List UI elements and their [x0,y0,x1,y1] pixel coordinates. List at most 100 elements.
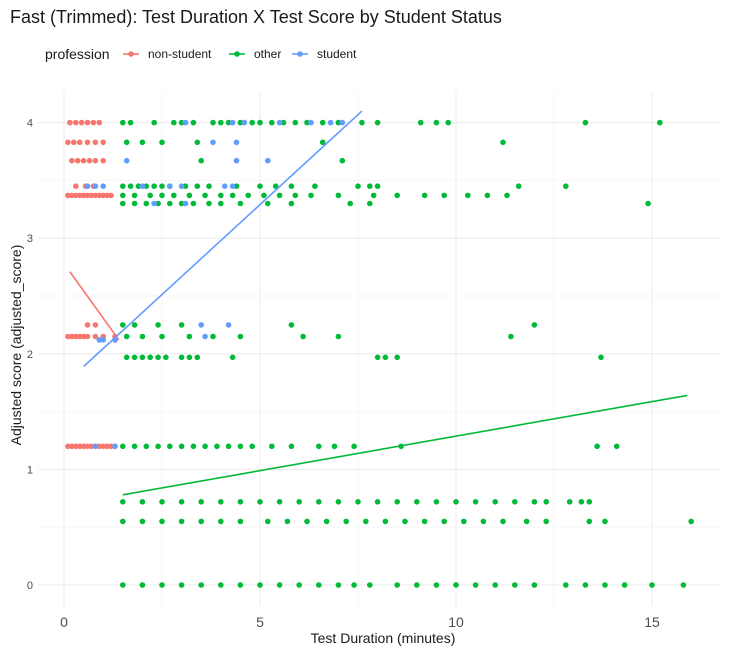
point-other [233,183,240,189]
point-other [367,582,373,588]
point-other [292,119,299,126]
x-tick-label: 0 [60,614,68,630]
point-other [304,518,310,525]
point-non-student [80,443,87,450]
point-non-student [76,192,83,199]
point-other [688,518,694,525]
point-other [131,192,138,199]
point-non-student [100,192,106,199]
point-student [327,119,334,126]
point-other [139,499,146,505]
point-non-student [84,192,91,199]
legend-label-student: student [317,47,357,61]
point-other [382,354,389,361]
point-other [484,192,491,199]
point-other [229,192,236,199]
point-other [131,322,138,328]
point-non-student [108,443,114,450]
grid [38,92,720,606]
point-non-student [69,192,75,199]
point-non-student [92,192,99,199]
point-other [441,518,448,525]
point-other [602,518,608,525]
point-non-student [84,139,91,146]
point-other [139,354,146,361]
point-non-student [76,443,83,450]
point-other [120,499,126,505]
point-other [139,582,146,588]
legend: profession non-student other student [45,46,357,62]
point-other [237,443,244,450]
point-student [182,200,189,207]
point-student [84,183,91,189]
point-other [269,119,275,126]
point-student [221,183,228,189]
point-other [512,582,518,588]
y-tick-label: 0 [27,580,33,592]
point-other [288,200,295,207]
point-other [472,499,479,505]
point-other [414,499,420,505]
point-other [586,518,593,525]
point-other [504,192,510,199]
point-other [120,443,126,450]
point-non-student [67,119,73,126]
point-other [143,443,150,450]
point-other [296,582,303,588]
point-other [178,582,185,588]
point-student [112,443,118,450]
point-other [347,200,354,207]
point-non-student [78,119,85,126]
fit-lines [69,110,688,496]
point-student [139,183,146,189]
point-non-student [73,443,79,450]
point-non-student [84,443,91,450]
point-other [402,518,408,525]
point-non-student [65,443,71,450]
point-non-student [73,333,79,340]
point-other [237,119,244,126]
point-student [229,183,236,189]
point-other [202,443,208,450]
point-other [249,119,255,126]
point-other [374,183,381,189]
point-other [355,183,361,189]
point-other [543,499,549,505]
point-other [120,582,126,588]
point-other [159,183,165,189]
point-other [237,582,244,588]
point-non-student [69,333,75,340]
point-other [131,200,138,207]
point-student [182,119,189,126]
point-non-student [92,139,99,146]
point-other [218,499,224,505]
point-non-student [88,192,95,199]
point-non-student [92,157,99,164]
point-other [167,443,173,450]
point-other [363,518,369,525]
point-other [214,443,220,450]
fit-line-student [83,110,363,368]
y-tick-label: 4 [27,118,33,130]
point-other [382,518,389,525]
point-non-student [100,443,106,450]
point-other [602,582,608,588]
point-student [233,157,240,164]
point-other [515,183,522,189]
point-other [492,582,499,588]
point-student [202,333,208,340]
point-other [649,582,655,588]
point-other [139,139,146,146]
point-other [319,139,326,146]
fit-line-other [122,394,688,496]
point-other [433,582,440,588]
point-other [237,518,244,525]
point-other [237,200,244,207]
point-other [229,354,236,361]
point-other [343,518,350,525]
legend-key-point-other [234,51,240,57]
point-other [194,354,201,361]
point-other [159,139,165,146]
point-other [206,183,212,189]
